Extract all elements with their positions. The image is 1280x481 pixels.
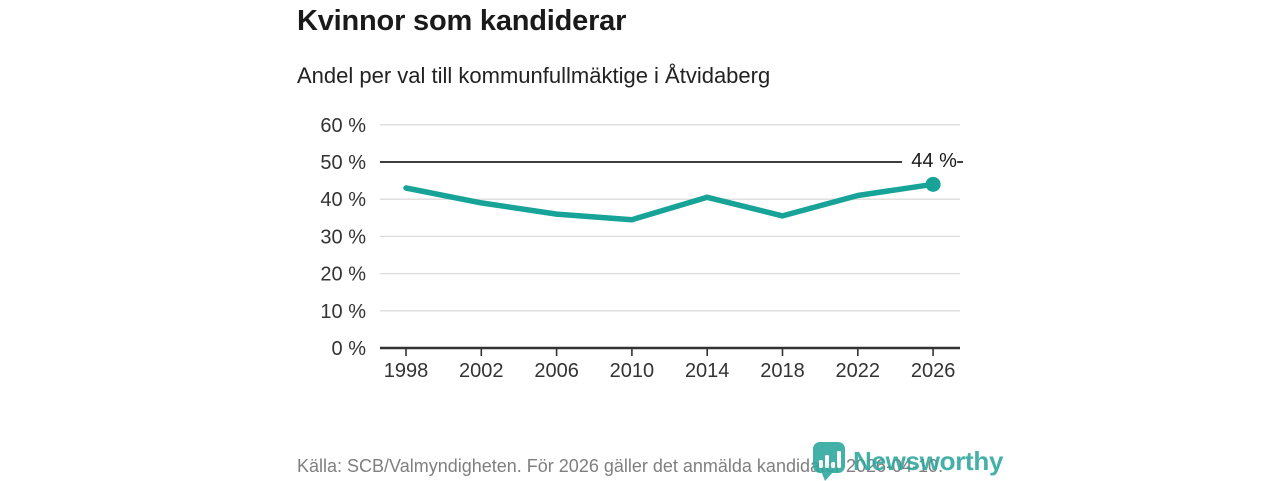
x-axis-tick-label: 2010 (610, 360, 655, 382)
y-axis-tick-label: 30 % (320, 226, 366, 248)
y-axis-tick-label: 40 % (320, 189, 366, 211)
newsworthy-logo: Newsworthy (812, 441, 1003, 481)
line-chart: 0 % 10 % 20 % 30 % 40 % 50 % 60 % 1998 2002 2006 2… (320, 115, 963, 382)
x-axis-tick-label: 2002 (459, 360, 504, 382)
chart-subtitle: Andel per val till kommunfullmäktige i Å… (297, 63, 771, 88)
y-axis-tick-label: 50 % (320, 152, 366, 174)
x-axis-tick-label: 1998 (384, 360, 429, 382)
last-point-marker (925, 176, 941, 192)
y-axis-tick-label: 60 % (320, 115, 366, 137)
source-note: Källa: SCB/Valmyndigheten. För 2026 gäll… (297, 456, 944, 476)
point-label-backing (902, 146, 958, 170)
y-axis-tick-label: 0 % (332, 338, 367, 360)
newsworthy-wordmark: Newsworthy (853, 445, 1004, 476)
chart-title: Kvinnor som kandiderar (297, 5, 627, 37)
data-line (403, 181, 936, 223)
bar-chart-speech-bubble-icon (813, 442, 845, 481)
x-axis-tick-label: 2006 (534, 360, 579, 382)
y-axis-tick-label: 10 % (320, 301, 366, 323)
last-point-value-label: 44 % (911, 150, 957, 172)
x-axis-tick-label: 2018 (760, 360, 805, 382)
y-axis-tick-label: 20 % (320, 264, 366, 286)
x-axis-tick-label: 2026 (911, 360, 956, 382)
x-axis-tick-label: 2022 (836, 360, 881, 382)
x-axis-tick-label: 2014 (685, 360, 730, 382)
